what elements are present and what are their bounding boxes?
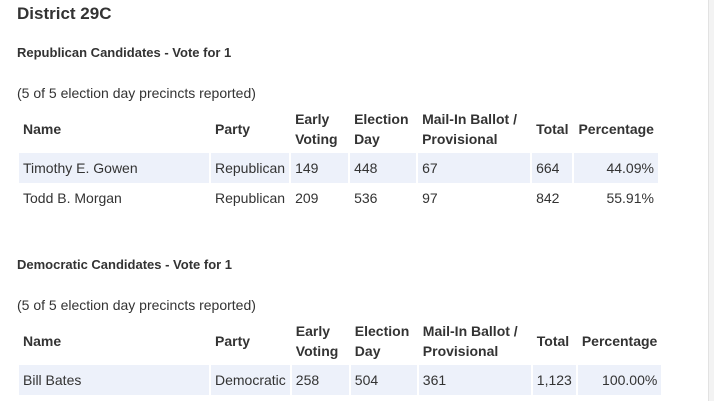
column-header-election-day: Election Day: [354, 111, 409, 147]
election-day-count: 448: [350, 153, 417, 183]
table-row: Todd B. Morgan Republican 209 536 97 842…: [19, 183, 658, 213]
table-row: Timothy E. Gowen Republican 149 448 67 6…: [19, 153, 658, 183]
race-title-republican: Republican Candidates - Vote for 1: [17, 45, 232, 60]
candidate-name: Bill Bates: [19, 365, 209, 395]
early-voting-count: 209: [295, 190, 319, 206]
column-header-party: Party: [215, 121, 251, 137]
page-right-edge: [708, 0, 714, 401]
candidate-name: Todd B. Morgan: [23, 190, 122, 206]
column-header-mail-in: Mail-In Ballot / Provisional: [422, 323, 518, 359]
total-count: 842: [536, 190, 560, 206]
mail-in-count: 361: [418, 365, 531, 395]
election-day-count: 504: [350, 365, 417, 395]
total-count: 664: [532, 153, 573, 183]
column-header-name: Name: [23, 121, 62, 137]
early-voting-count: 149: [291, 153, 349, 183]
district-title: District 29C: [17, 4, 112, 23]
results-table-democratic: Name Party Early Voting Election Day Mail-…: [17, 317, 663, 395]
vote-percentage: 44.09%: [574, 153, 658, 183]
column-header-early-voting: Early Voting: [295, 323, 339, 359]
precincts-reported-democratic: (5 of 5 election day precincts reported): [17, 297, 256, 313]
column-header-total: Total: [536, 121, 569, 137]
column-header-party: Party: [215, 333, 251, 349]
early-voting-count: 258: [291, 365, 349, 395]
vote-percentage: 100.00%: [577, 365, 662, 395]
column-header-mail-in: Mail-In Ballot / Provisional: [422, 111, 517, 147]
column-header-early-voting: Early Voting: [295, 111, 338, 147]
column-header-election-day: Election Day: [354, 323, 410, 359]
total-count: 1,123: [532, 365, 576, 395]
candidate-party: Republican: [215, 190, 286, 206]
vote-percentage: 55.91%: [606, 190, 654, 206]
column-header-name: Name: [23, 333, 62, 349]
candidate-party: Democratic: [211, 365, 290, 395]
column-header-total: Total: [536, 333, 570, 349]
column-header-percentage: Percentage: [578, 121, 654, 137]
candidate-party: Republican: [211, 153, 290, 183]
race-title-democratic: Democratic Candidates - Vote for 1: [17, 257, 233, 272]
election-day-count: 536: [354, 190, 378, 206]
mail-in-count: 67: [418, 153, 531, 183]
precincts-reported-republican: (5 of 5 election day precincts reported): [17, 85, 256, 101]
candidate-name: Timothy E. Gowen: [19, 153, 209, 183]
table-header-row: Name Party Early Voting Election Day Mail-…: [19, 317, 661, 365]
table-row: Bill Bates Democratic 258 504 361 1,123 …: [19, 365, 662, 395]
table-header-row: Name Party Early Voting Election Day Mail-…: [19, 105, 658, 153]
column-header-percentage: Percentage: [581, 333, 658, 349]
results-table-republican: Name Party Early Voting Election Day Mail-…: [17, 105, 660, 213]
mail-in-count: 97: [422, 190, 438, 206]
